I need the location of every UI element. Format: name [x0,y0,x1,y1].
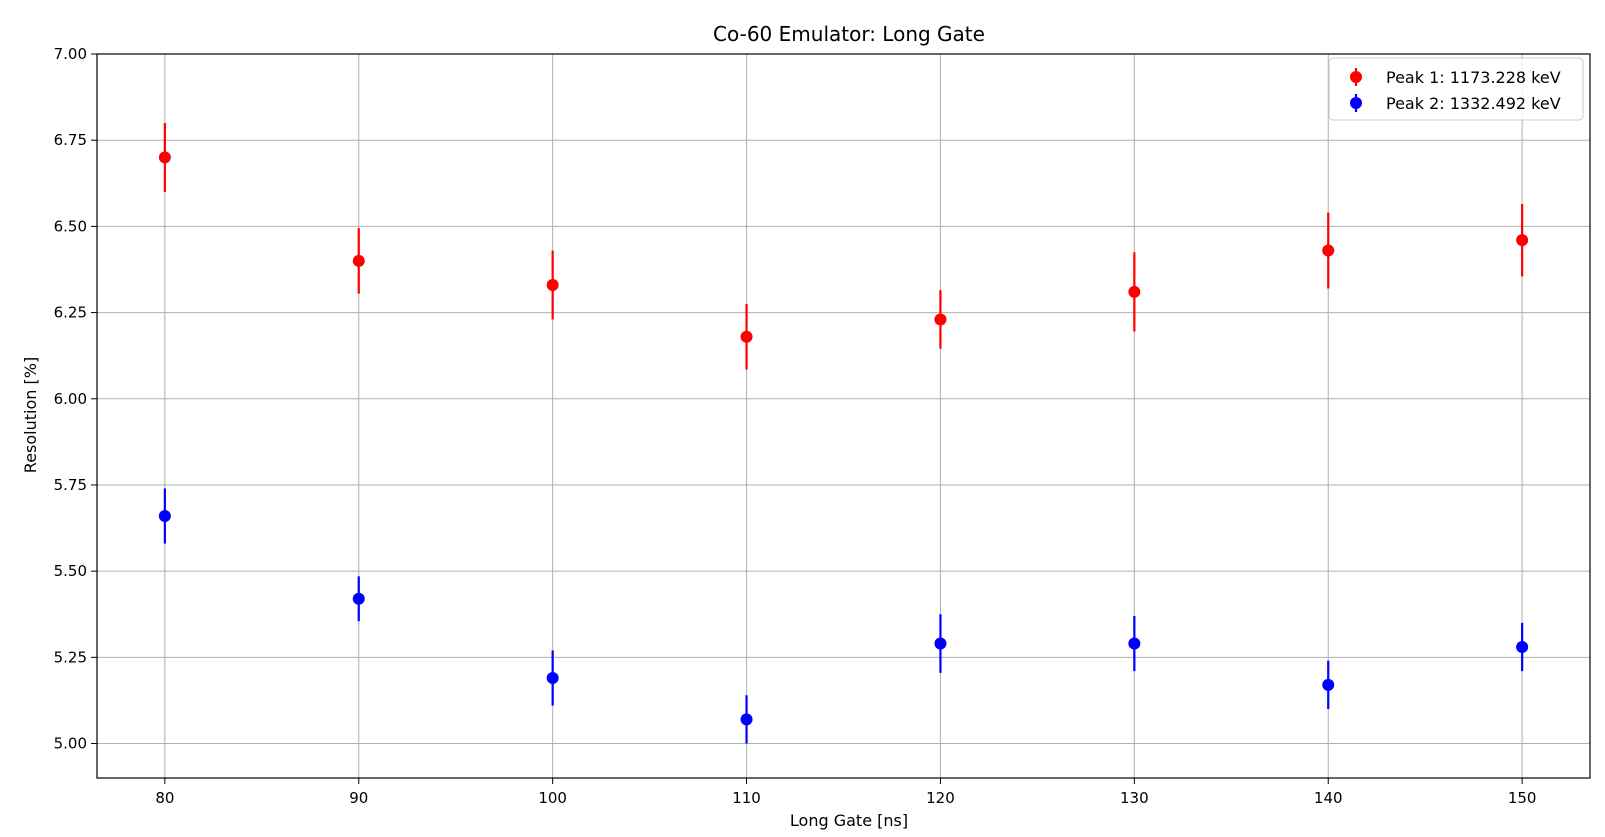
data-point [546,672,559,685]
data-point [1516,234,1529,247]
x-axis-ticks: 80 90 100 110 120 130 140 150 [155,778,1536,807]
x-tick-label: 80 [155,789,174,807]
data-point [158,509,171,522]
data-point [1516,640,1529,653]
data-point [1128,285,1141,298]
series-1 [158,122,1529,370]
x-tick-label: 100 [538,789,567,807]
series-layer [158,122,1529,744]
data-point [934,637,947,650]
data-point [158,151,171,164]
y-tick-label: 6.25 [54,304,87,322]
y-tick-label: 5.50 [54,562,87,580]
y-tick-label: 5.00 [54,735,87,753]
data-point [546,278,559,291]
x-tick-label: 130 [1120,789,1149,807]
data-point [1322,244,1335,257]
legend-marker [1350,97,1362,109]
y-tick-label: 6.50 [54,217,87,235]
legend-entry: Peak 2: 1332.492 keV [1350,94,1561,113]
y-tick-label: 5.25 [54,648,87,666]
legend-entry: Peak 1: 1173.228 keV [1350,68,1561,87]
x-axis-label: Long Gate [ns] [790,811,908,830]
x-tick-label: 140 [1314,789,1343,807]
data-point [352,592,365,605]
x-tick-label: 110 [732,789,761,807]
y-tick-label: 6.75 [54,131,87,149]
x-tick-label: 120 [926,789,955,807]
y-axis-label: Resolution [%] [21,357,40,473]
legend-marker [1350,71,1362,83]
legend-box [1328,57,1584,121]
data-point [740,713,753,726]
x-tick-label: 150 [1508,789,1537,807]
y-tick-label: 5.75 [54,476,87,494]
data-point [352,254,365,267]
series-2 [158,488,1529,744]
y-tick-label: 6.00 [54,390,87,408]
plot-frame [96,53,1591,779]
y-tick-label: 7.00 [54,45,87,63]
legend-label: Peak 2: 1332.492 keV [1386,94,1561,113]
chart-title: Co-60 Emulator: Long Gate [713,22,985,46]
y-axis-ticks: 5.00 5.25 5.50 5.75 6.00 6.25 6.50 6.75 7.00 [54,45,97,753]
legend: Peak 1: 1173.228 keV Peak 2: 1332.492 keV [1328,57,1584,121]
x-tick-label: 90 [349,789,368,807]
legend-label: Peak 1: 1173.228 keV [1386,68,1561,87]
data-point [1322,678,1335,691]
data-point [740,330,753,343]
data-point [934,313,947,326]
data-point [1128,637,1141,650]
